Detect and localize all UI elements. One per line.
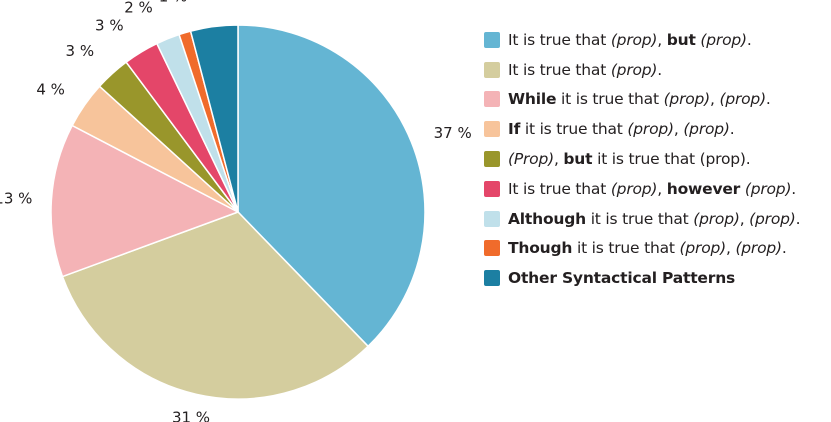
- pie-value-label-prop_but: 3 %: [66, 42, 95, 60]
- pie-value-label-though: 1 %: [159, 0, 188, 6]
- legend-swatch: [484, 121, 500, 138]
- legend-label: Although it is true that (prop), (prop).: [508, 209, 801, 228]
- legend-item-prop_but: (Prop), but it is true that (prop).: [484, 144, 800, 174]
- legend-item-however: It is true that (prop), however (prop).: [484, 174, 800, 204]
- legend-swatch: [484, 270, 500, 287]
- legend-label: If it is true that (prop), (prop).: [508, 120, 735, 139]
- legend-swatch: [484, 91, 500, 108]
- legend-label: Other Syntactical Patterns: [508, 269, 736, 288]
- legend-label: While it is true that (prop), (prop).: [508, 90, 771, 109]
- legend-label: It is true that (prop), but (prop).: [508, 30, 752, 49]
- pie-value-label-if: 4 %: [36, 80, 65, 98]
- legend-swatch: [484, 61, 500, 78]
- pie-value-label-although: 2 %: [124, 0, 153, 16]
- pie-value-label-however: 3 %: [95, 17, 124, 35]
- legend-swatch: [484, 210, 500, 227]
- chart-legend: It is true that (prop), but (prop). It is…: [484, 25, 801, 293]
- pie-slice-plain: [61, 211, 369, 400]
- legend-swatch: [484, 151, 500, 168]
- legend-item-although: Although it is true that (prop), (prop).: [484, 204, 801, 234]
- pie-value-label-but: 37 %: [434, 124, 472, 142]
- pie-value-labels: 37 %31 %13 %4 %3 %3 %2 %1 %4 %: [0, 0, 472, 422]
- legend-label: (Prop), but it is true that (prop).: [508, 150, 751, 169]
- legend-item-plain: It is true that (prop).: [484, 55, 800, 85]
- legend-item-other: Other Syntactical Patterns: [484, 263, 800, 293]
- pie-slices: [50, 24, 426, 400]
- pie-slice-other: [189, 24, 239, 213]
- pie-value-label-plain: 31 %: [172, 409, 210, 422]
- legend-label: Though it is true that (prop), (prop).: [508, 239, 787, 258]
- legend-item-if: If it is true that (prop), (prop).: [484, 114, 800, 144]
- pie-slice-while: [50, 124, 239, 278]
- legend-item-though: Though it is true that (prop), (prop).: [484, 234, 800, 264]
- legend-swatch: [484, 240, 500, 257]
- pie-value-label-while: 13 %: [0, 190, 32, 208]
- pie-slice-but: [237, 24, 426, 348]
- legend-item-but: It is true that (prop), but (prop).: [484, 25, 800, 55]
- legend-swatch: [484, 180, 500, 197]
- legend-item-while: While it is true that (prop), (prop).: [484, 85, 800, 115]
- legend-label: It is true that (prop).: [508, 60, 662, 79]
- legend-swatch: [484, 31, 500, 48]
- legend-label: It is true that (prop), however (prop).: [508, 179, 797, 198]
